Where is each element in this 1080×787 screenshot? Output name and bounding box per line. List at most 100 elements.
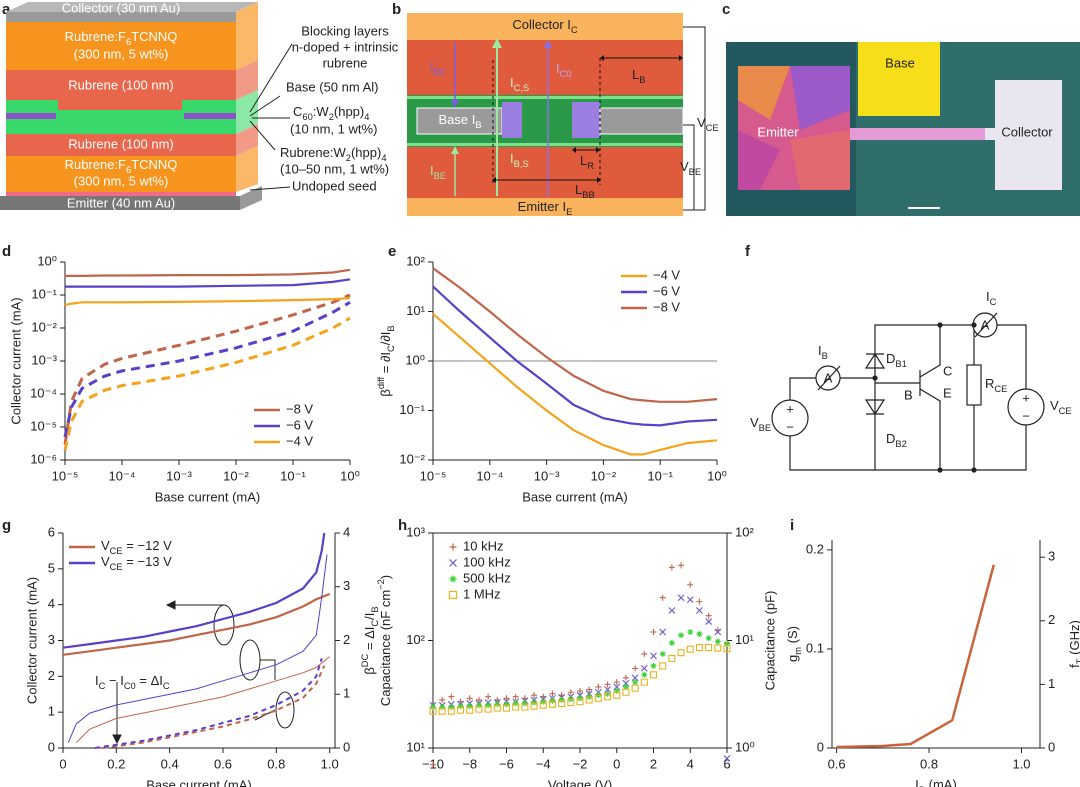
label: IB,S — [510, 151, 529, 169]
text-part: B — [822, 351, 828, 361]
text-part: V — [697, 115, 706, 130]
y-axis-label: Capacitance (nF cm−2) — [376, 575, 393, 706]
annotation: rubrene — [323, 55, 368, 70]
y-tick-label: 10⁻⁶ — [30, 451, 57, 466]
panel-label: a — [2, 1, 11, 18]
x-tick-label: 10⁻⁵ — [420, 468, 447, 483]
label: + — [1022, 390, 1030, 405]
annotation: Blocking layers — [301, 23, 389, 38]
text-part: CE — [110, 562, 123, 572]
data-point — [530, 702, 538, 710]
layer — [407, 96, 683, 99]
layer-label: Rubrene (100 nm) — [68, 136, 174, 151]
data-line — [63, 316, 351, 451]
data-point — [678, 562, 685, 569]
y-tick-label: 3 — [48, 632, 55, 647]
legend-label: −6 V — [653, 283, 680, 298]
x-tick-label: 4 — [687, 756, 694, 771]
data-point — [448, 704, 455, 711]
panel-label: b — [392, 1, 401, 18]
panel-label: c — [722, 1, 730, 18]
y2-tick-label: 1 — [1048, 676, 1055, 691]
x-tick-label: −6 — [499, 756, 514, 771]
data-point — [485, 702, 492, 709]
label: Collector — [1001, 124, 1053, 139]
annotation: IC − IC0 = ΔIC — [95, 673, 170, 691]
data-point — [586, 686, 593, 693]
y-axis-label: gm (S) — [785, 626, 803, 662]
g-annotations — [112, 600, 295, 745]
data-point — [430, 761, 436, 768]
text-part: C — [293, 104, 302, 119]
text-part: (hpp) — [334, 104, 364, 119]
label: LBB — [575, 182, 595, 200]
panel-label: e — [388, 243, 396, 260]
y-tick-label: 4 — [48, 596, 55, 611]
data-point — [714, 644, 722, 652]
text-part: (S) — [785, 626, 800, 647]
text-part: D — [886, 351, 895, 366]
data-point — [687, 581, 694, 588]
side-face — [236, 124, 258, 156]
label: − — [786, 419, 794, 434]
label: Emitter — [757, 124, 799, 139]
y-tick-label: 0 — [817, 739, 824, 754]
text-part: β — [362, 667, 377, 674]
data-point — [640, 665, 648, 672]
y-tick-label: 10⁻¹ — [399, 402, 425, 417]
text-part: C0 — [560, 69, 572, 79]
layer — [58, 100, 182, 110]
data-point — [696, 630, 703, 637]
x-tick-label: 0.4 — [161, 756, 179, 771]
legend-label: −6 V — [286, 417, 313, 432]
text-part: = −12 V — [123, 538, 172, 553]
layer-label: Rubrene:F6TCNNQ — [65, 29, 178, 47]
data-point — [696, 598, 703, 605]
data-line — [836, 564, 996, 749]
data-point — [659, 594, 666, 601]
x-tick-label: 1.0 — [321, 756, 339, 771]
x-tick-label: 0 — [59, 756, 66, 771]
text-part: DC — [360, 653, 370, 667]
base-layer — [184, 113, 236, 119]
text-part: B — [386, 325, 396, 331]
layer-label: (300 nm, 5 wt%) — [74, 173, 169, 188]
text-part: C,S — [514, 83, 530, 93]
y-tick-label: 1 — [48, 704, 55, 719]
data-point — [622, 674, 629, 681]
text-part: C — [163, 681, 170, 691]
layer-label: Emitter (40 nm Au) — [67, 195, 175, 210]
layer — [0, 196, 240, 210]
legend-marker — [448, 590, 458, 600]
data-point — [549, 690, 556, 697]
data-point — [650, 652, 657, 660]
base-electrode — [599, 107, 684, 135]
data-point — [439, 704, 446, 711]
annotation: n-doped + intrinsic — [292, 39, 399, 54]
label: DB1 — [886, 351, 907, 369]
label: Base — [885, 55, 915, 70]
data-point — [531, 692, 538, 699]
annotation: Base (50 nm Al) — [286, 79, 379, 94]
data-point — [439, 696, 446, 703]
label: C — [943, 363, 952, 378]
x-axis-label: Voltage (V) — [548, 777, 612, 787]
data-point — [521, 703, 529, 711]
x-tick-label: 0.8 — [920, 756, 938, 771]
legend-label: 1 MHz — [463, 586, 501, 601]
text-part: D — [886, 431, 895, 446]
y-tick-label: 0 — [48, 739, 55, 754]
data-point — [724, 640, 730, 647]
data-point — [622, 683, 629, 690]
text-part: B,S — [514, 159, 529, 169]
text-part: I — [510, 75, 514, 90]
label: IBE — [430, 163, 446, 181]
data-point — [503, 695, 510, 702]
text-part: I — [430, 59, 434, 74]
x-tick-label: 10⁰ — [707, 468, 727, 483]
y2-tick-label: 3 — [343, 578, 350, 593]
data-point — [640, 678, 648, 686]
data-point — [696, 607, 703, 614]
x-axis-label: Base current (mA) — [522, 489, 627, 504]
annotation: (10–50 nm, 1 wt%) — [280, 161, 389, 176]
